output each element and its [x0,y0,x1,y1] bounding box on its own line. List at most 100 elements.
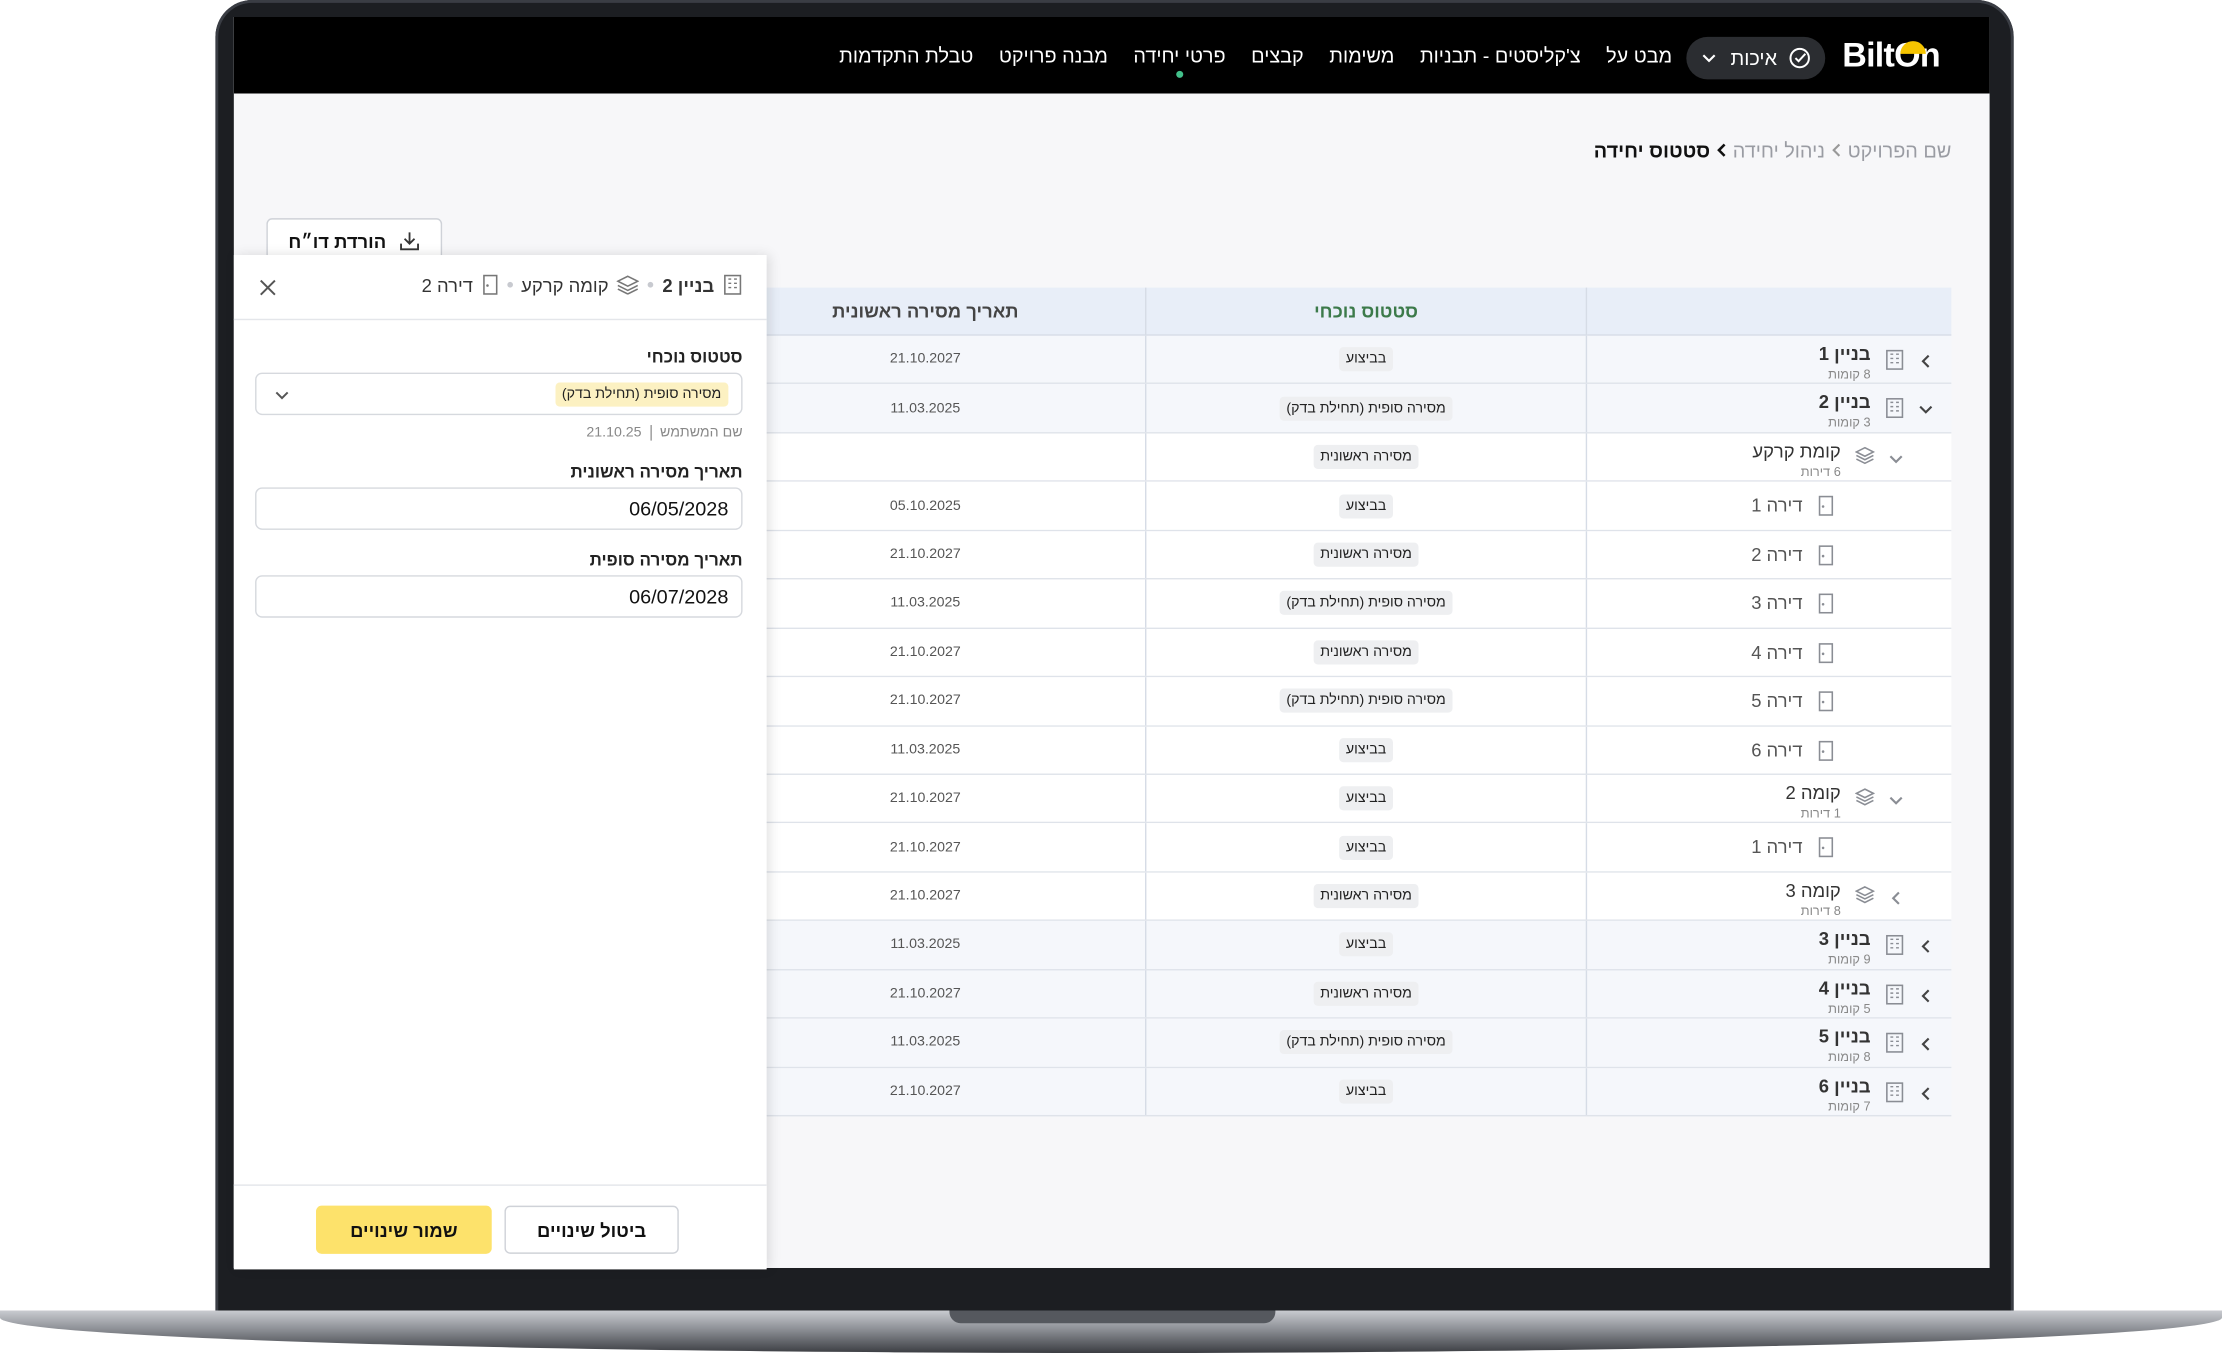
table-row[interactable]: 11.03.2025 מסירה סופית (תחילת בדק) בניין 5… [705,1018,1952,1068]
status-tag: בביצוע [1338,835,1394,860]
chevron [1889,455,1903,464]
nav-item[interactable]: פרטי יחידה [1133,43,1226,78]
date-cell: 21.10.2027 [706,677,1145,724]
status-cell: מסירה סופית (תחילת בדק) [1145,579,1588,628]
cancel-button[interactable]: ביטול שינויים [504,1205,679,1254]
close-button[interactable] [259,279,276,296]
icon [1818,837,1834,858]
icon [1886,935,1904,956]
table-row[interactable]: 21.10.2027 בביצוע קומה 2 1 דירות [705,774,1952,824]
expand-chevron[interactable] [1888,790,1905,807]
check-circle [1789,47,1810,69]
table-row[interactable]: 21.10.2027 בביצוע בניין 6 7 קומות [705,1067,1952,1117]
nav-item[interactable]: מבט על [1606,43,1673,67]
table-row[interactable]: 21.10.2027 מסירה ראשונית קומה 3 8 דירות [705,872,1952,922]
date: 11.03.2025 [890,400,961,417]
field-label: סטטוס נוכחי [646,347,743,367]
table-row[interactable]: 11.03.2025 מסירה סופית (תחילת בדק) דירה 3 [705,579,1952,629]
status-tag: מסירה ראשונית [1313,884,1419,909]
icon [1886,1032,1904,1053]
chevron-path [1921,1037,1930,1051]
panel-crumb: קומה קרקע [521,274,609,296]
table-row[interactable]: מסירה ראשונית קומת קרקע 6 דירות [705,433,1952,483]
table-row[interactable]: 11.03.2025 מסירה סופית (תחילת בדק) בניין 2… [705,384,1952,434]
icon [1854,788,1876,806]
breadcrumb-separator [1831,143,1840,157]
breadcrumb-separator [1716,143,1726,157]
date-input[interactable]: 06/07/2028 [255,575,743,618]
table-row[interactable]: 21.10.2027 מסירה ראשונית דירה 4 [705,628,1952,678]
expand-chevron[interactable] [1917,351,1934,368]
icon [1886,1081,1904,1102]
table-row[interactable]: 21.10.2027 מסירה סופית (תחילת בדק) דירה 5 [705,677,1952,727]
helmet-shape [1900,41,1926,54]
row-name: דירה 3 [1751,592,1803,614]
row-name: קומה 3 [1785,879,1841,901]
building-icon [724,274,742,295]
save-button[interactable]: שמור שינויים [316,1205,492,1254]
nav-item[interactable]: מבנה פרויקט [998,43,1108,67]
table-row[interactable]: 11.03.2025 בביצוע בניין 3 9 קומות [705,921,1952,971]
icon-shape [1818,837,1834,858]
breadcrumb-item[interactable]: שם הפרויקט [1847,138,1952,162]
separator-path [1716,143,1726,157]
expand-chevron[interactable] [1917,1034,1934,1051]
expand-chevron[interactable] [1917,986,1934,1003]
updated-on: 21.10.25 [586,425,642,441]
update-meta: שם המשתמש 21.10.25 [586,425,743,441]
nav-item[interactable]: משימות [1329,43,1395,67]
table-row[interactable]: 05.10.2025 בביצוע דירה 1 [705,482,1952,531]
icon-shape [1890,1085,1899,1096]
row-icon [1885,983,1905,1006]
row-icon [1854,885,1876,908]
nav-item[interactable]: טבלת התקדמות [839,43,974,67]
status-select[interactable]: מסירה סופית (תחילת בדק) [255,372,743,416]
nav-item[interactable]: קבצים [1251,43,1304,67]
chevron [1921,989,1930,1002]
row-subtitle: 8 דירות [1800,903,1841,918]
date-input[interactable]: 06/05/2028 [255,487,743,530]
row-icon [1817,495,1837,518]
row-icon [1885,397,1905,420]
icon [1886,349,1904,370]
row-subtitle: 1 דירות [1800,806,1841,821]
updated-by: שם המשתמש [659,425,743,441]
icon-shape [1854,885,1876,904]
expand-chevron[interactable] [1917,1083,1934,1100]
table-row[interactable]: 21.10.2027 מסירה ראשונית בניין 4 5 קומות [705,970,1952,1019]
chevron-path [1921,989,1930,1002]
table-row[interactable]: 11.03.2025 בביצוע דירה 6 [705,726,1952,775]
floor-icon [617,275,640,295]
breadcrumb-item[interactable]: ניהול יחידה [1732,138,1825,162]
chevron-path [1702,54,1716,63]
meta-separator [650,425,652,441]
date: 11.03.2025 [890,1034,961,1051]
date-cell: 21.10.2027 [706,775,1145,822]
icon-shape [1818,740,1834,761]
logo[interactable]: BiltOn [1842,36,1940,76]
status-tag: בביצוע [1338,932,1394,957]
date: 21.10.2027 [889,888,961,904]
row-name: דירה 5 [1751,690,1803,712]
row-icon [1854,788,1876,811]
row-name: בניין 4 [1818,977,1871,999]
expand-chevron[interactable] [1917,400,1934,417]
expand-chevron[interactable] [1917,937,1934,954]
status-cell: מסירה ראשונית [1145,872,1588,920]
status-cell: בביצוע [1145,774,1588,823]
status-tag: בביצוע [1338,1079,1394,1104]
table-row[interactable]: 21.10.2027 מסירה ראשונית דירה 2 [705,530,1952,580]
icon-shape [1890,987,1899,998]
download-label: הורדת דו״ח [288,230,387,252]
dropdown-chevron [1702,54,1716,63]
table-row[interactable]: 21.10.2027 בביצוע דירה 1 [705,823,1952,873]
status-cell: בביצוע [1145,823,1588,872]
date: 21.10.2027 [889,1083,961,1100]
status-tag: מסירה סופית (תחילת בדק) [1279,688,1453,714]
module-switch[interactable]: איכות [1686,36,1826,80]
expand-chevron[interactable] [1888,888,1905,905]
expand-chevron[interactable] [1888,449,1905,466]
check-mark [1794,53,1807,63]
nav-item[interactable]: צ'קליסטים - תבניות [1419,43,1581,67]
